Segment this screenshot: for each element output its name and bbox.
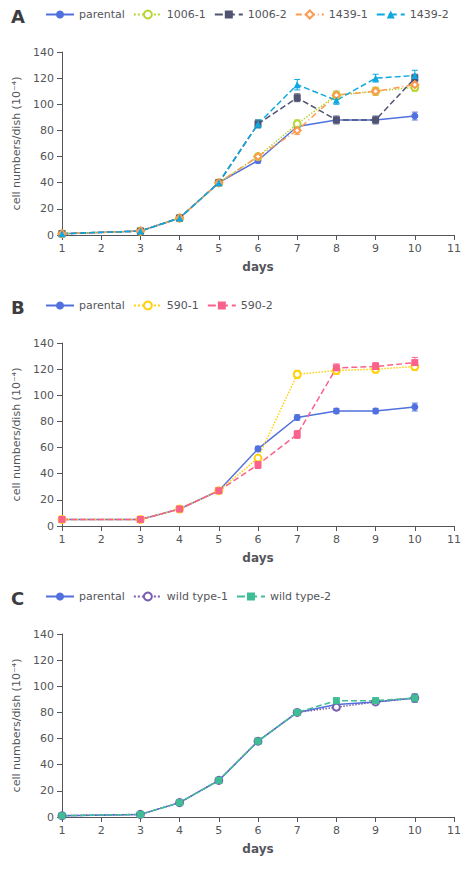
svg-text:40: 40 <box>40 758 54 771</box>
svg-text:1006-1: 1006-1 <box>167 8 206 21</box>
svg-text:8: 8 <box>333 824 340 837</box>
svg-text:590-1: 590-1 <box>167 299 199 312</box>
svg-text:parental: parental <box>79 8 125 21</box>
svg-text:7: 7 <box>294 824 301 837</box>
svg-text:3: 3 <box>137 824 144 837</box>
svg-text:10: 10 <box>408 533 422 546</box>
svg-text:100: 100 <box>33 98 54 111</box>
svg-text:6: 6 <box>255 242 262 255</box>
svg-text:590-2: 590-2 <box>241 299 273 312</box>
svg-text:120: 120 <box>33 72 54 85</box>
svg-text:parental: parental <box>79 299 125 312</box>
svg-text:3: 3 <box>137 242 144 255</box>
svg-text:140: 140 <box>33 628 54 641</box>
svg-text:9: 9 <box>372 824 379 837</box>
svg-text:2: 2 <box>98 824 105 837</box>
svg-text:60: 60 <box>40 732 54 745</box>
svg-text:B: B <box>11 297 25 318</box>
svg-text:cell numbers/dish (10⁻⁴): cell numbers/dish (10⁻⁴) <box>10 77 23 211</box>
svg-text:9: 9 <box>372 533 379 546</box>
svg-text:1: 1 <box>59 824 66 837</box>
svg-text:4: 4 <box>176 824 183 837</box>
svg-text:7: 7 <box>294 242 301 255</box>
svg-text:5: 5 <box>215 824 222 837</box>
svg-text:80: 80 <box>40 415 54 428</box>
svg-text:1: 1 <box>59 242 66 255</box>
svg-text:20: 20 <box>40 493 54 506</box>
svg-text:0: 0 <box>47 520 54 533</box>
svg-text:2: 2 <box>98 242 105 255</box>
svg-text:20: 20 <box>40 784 54 797</box>
svg-text:11: 11 <box>447 242 461 255</box>
svg-text:40: 40 <box>40 467 54 480</box>
svg-text:80: 80 <box>40 124 54 137</box>
svg-text:cell numbers/dish (10⁻⁴): cell numbers/dish (10⁻⁴) <box>10 659 23 793</box>
svg-text:6: 6 <box>255 824 262 837</box>
svg-text:120: 120 <box>33 363 54 376</box>
svg-text:140: 140 <box>33 46 54 59</box>
svg-text:cell numbers/dish (10⁻⁴): cell numbers/dish (10⁻⁴) <box>10 368 23 502</box>
svg-text:4: 4 <box>176 242 183 255</box>
svg-text:120: 120 <box>33 654 54 667</box>
svg-text:11: 11 <box>447 533 461 546</box>
svg-text:100: 100 <box>33 389 54 402</box>
svg-text:days: days <box>242 842 273 856</box>
svg-text:9: 9 <box>372 242 379 255</box>
svg-text:3: 3 <box>137 533 144 546</box>
svg-text:40: 40 <box>40 176 54 189</box>
svg-text:80: 80 <box>40 706 54 719</box>
svg-text:4: 4 <box>176 533 183 546</box>
svg-text:60: 60 <box>40 441 54 454</box>
svg-text:20: 20 <box>40 202 54 215</box>
svg-text:2: 2 <box>98 533 105 546</box>
svg-text:parental: parental <box>79 590 125 603</box>
svg-text:wild type-1: wild type-1 <box>167 590 228 603</box>
svg-text:days: days <box>242 551 273 565</box>
svg-text:8: 8 <box>333 242 340 255</box>
svg-text:wild type-2: wild type-2 <box>270 590 331 603</box>
svg-text:1439-2: 1439-2 <box>410 8 449 21</box>
svg-text:A: A <box>11 6 25 27</box>
svg-text:140: 140 <box>33 337 54 350</box>
svg-text:5: 5 <box>215 533 222 546</box>
svg-text:10: 10 <box>408 242 422 255</box>
svg-text:7: 7 <box>294 533 301 546</box>
svg-text:5: 5 <box>215 242 222 255</box>
svg-text:8: 8 <box>333 533 340 546</box>
svg-text:0: 0 <box>47 229 54 242</box>
svg-text:11: 11 <box>447 824 461 837</box>
svg-text:0: 0 <box>47 811 54 824</box>
svg-text:6: 6 <box>255 533 262 546</box>
svg-text:1006-2: 1006-2 <box>248 8 287 21</box>
svg-text:60: 60 <box>40 150 54 163</box>
svg-text:100: 100 <box>33 680 54 693</box>
svg-text:10: 10 <box>408 824 422 837</box>
svg-text:days: days <box>242 260 273 274</box>
svg-text:1: 1 <box>59 533 66 546</box>
svg-text:1439-1: 1439-1 <box>329 8 368 21</box>
svg-text:C: C <box>11 588 24 609</box>
